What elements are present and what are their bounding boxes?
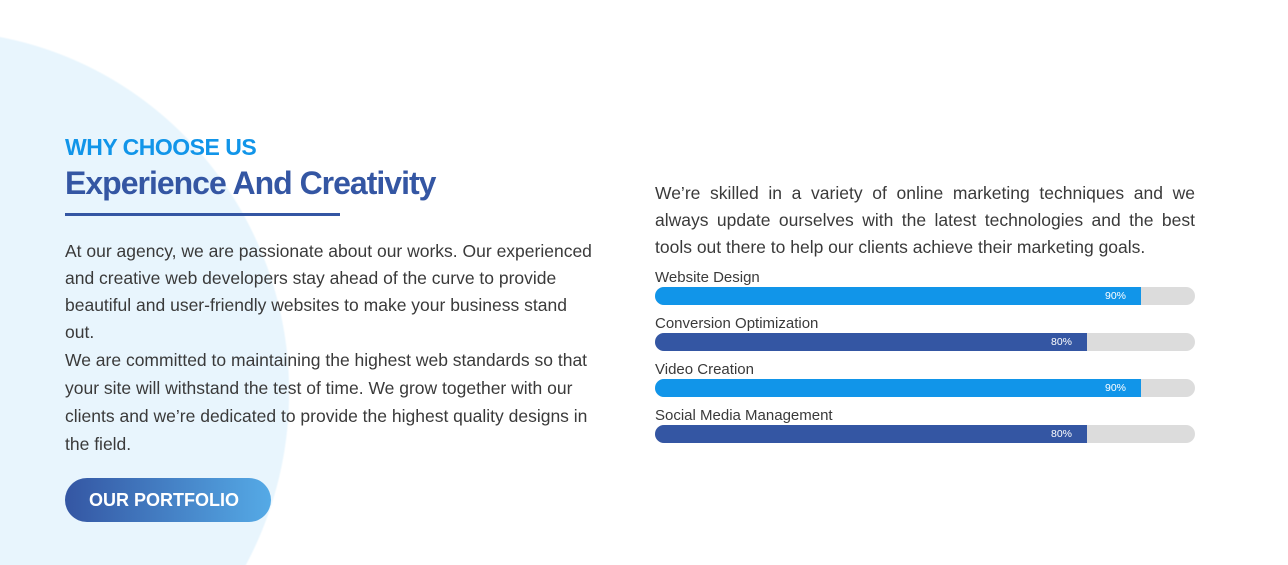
title-underline [65, 213, 340, 216]
skills-section: We’re skilled in a variety of online mar… [655, 180, 1195, 453]
progress-track: 80% [655, 333, 1195, 351]
progress-percent: 80% [1050, 336, 1072, 348]
progress-fill: 90% [655, 287, 1141, 305]
progress-percent: 90% [1104, 382, 1126, 394]
section-title: Experience And Creativity [65, 165, 436, 201]
skill-item: Video Creation 90% [655, 361, 1195, 397]
why-choose-us-section: WHY CHOOSE US Experience And Creativity … [65, 134, 595, 522]
skill-item: Conversion Optimization 80% [655, 315, 1195, 351]
skill-label: Conversion Optimization [655, 315, 819, 332]
progress-percent: 80% [1050, 428, 1072, 440]
skill-label: Video Creation [655, 361, 754, 378]
progress-fill: 90% [655, 379, 1141, 397]
skills-intro: We’re skilled in a variety of online mar… [655, 183, 1195, 257]
skill-item: Website Design 90% [655, 269, 1195, 305]
progress-fill: 80% [655, 333, 1087, 351]
progress-track: 90% [655, 379, 1195, 397]
skill-label: Social Media Management [655, 407, 833, 424]
skill-item: Social Media Management 80% [655, 407, 1195, 443]
skills-list: Website Design 90% Conversion Optimization… [655, 269, 1195, 443]
skill-label: Website Design [655, 269, 760, 286]
progress-track: 80% [655, 425, 1195, 443]
progress-fill: 80% [655, 425, 1087, 443]
section-eyebrow: WHY CHOOSE US [65, 134, 257, 160]
intro-paragraph: At our agency, we are passionate about o… [65, 241, 592, 342]
progress-track: 90% [655, 287, 1195, 305]
commitment-paragraph: We are committed to maintaining the high… [65, 350, 588, 454]
our-portfolio-button[interactable]: OUR PORTFOLIO [65, 478, 271, 522]
progress-percent: 90% [1104, 290, 1126, 302]
